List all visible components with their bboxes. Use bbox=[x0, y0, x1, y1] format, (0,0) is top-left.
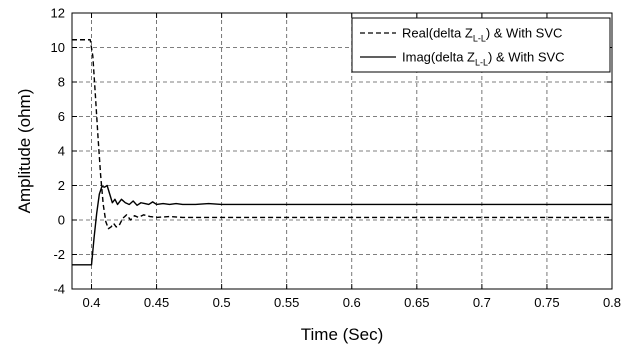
y-tick-label: -2 bbox=[53, 247, 65, 262]
axis-ticks: 0.4 0.45 0.5 0.55 0.6 0.65 0.7 0.75 0.8 -4 -2 0 2 4 6 8… bbox=[51, 6, 622, 311]
y-tick-label: 4 bbox=[58, 144, 65, 159]
y-tick-label: -4 bbox=[53, 282, 65, 297]
series-line-imag bbox=[72, 184, 612, 266]
legend-label-real-sub: L-L bbox=[473, 34, 486, 44]
x-tick-label: 0.65 bbox=[404, 295, 429, 310]
legend: Real(delta ZL-L) & With SVC Imag(delta Z… bbox=[351, 17, 611, 73]
x-axis-title: Time (Sec) bbox=[301, 325, 384, 344]
x-tick-label: 0.5 bbox=[213, 295, 231, 310]
legend-box bbox=[351, 17, 611, 73]
x-tick-label: 0.55 bbox=[274, 295, 299, 310]
x-tick-label: 0.75 bbox=[534, 295, 559, 310]
legend-label-real-tail: ) & With SVC bbox=[486, 26, 563, 41]
x-tick-label: 0.8 bbox=[603, 295, 621, 310]
y-tick-label: 0 bbox=[58, 213, 65, 228]
legend-label-imag-tail: ) & With SVC bbox=[488, 50, 565, 65]
x-tick-label: 0.45 bbox=[144, 295, 169, 310]
y-tick-label: 2 bbox=[58, 178, 65, 193]
y-tick-label: 10 bbox=[51, 40, 65, 55]
legend-label-real-main: Real(delta Z bbox=[402, 26, 473, 41]
legend-label-real: Real(delta ZL-L) & With SVC bbox=[402, 26, 562, 44]
y-tick-label: 12 bbox=[51, 6, 65, 21]
x-tick-label: 0.4 bbox=[82, 295, 100, 310]
x-tick-label: 0.6 bbox=[343, 295, 361, 310]
y-axis-title: Amplitude (ohm) bbox=[15, 89, 34, 214]
series-line-real bbox=[72, 39, 612, 230]
series-lines bbox=[72, 39, 612, 266]
y-tick-label: 6 bbox=[58, 109, 65, 124]
y-tick-label: 8 bbox=[58, 75, 65, 90]
legend-label-imag-main: Imag(delta Z bbox=[402, 50, 475, 65]
legend-label-imag: Imag(delta ZL-L) & With SVC bbox=[402, 50, 565, 68]
legend-label-imag-sub: L-L bbox=[475, 58, 488, 68]
x-tick-label: 0.7 bbox=[473, 295, 491, 310]
